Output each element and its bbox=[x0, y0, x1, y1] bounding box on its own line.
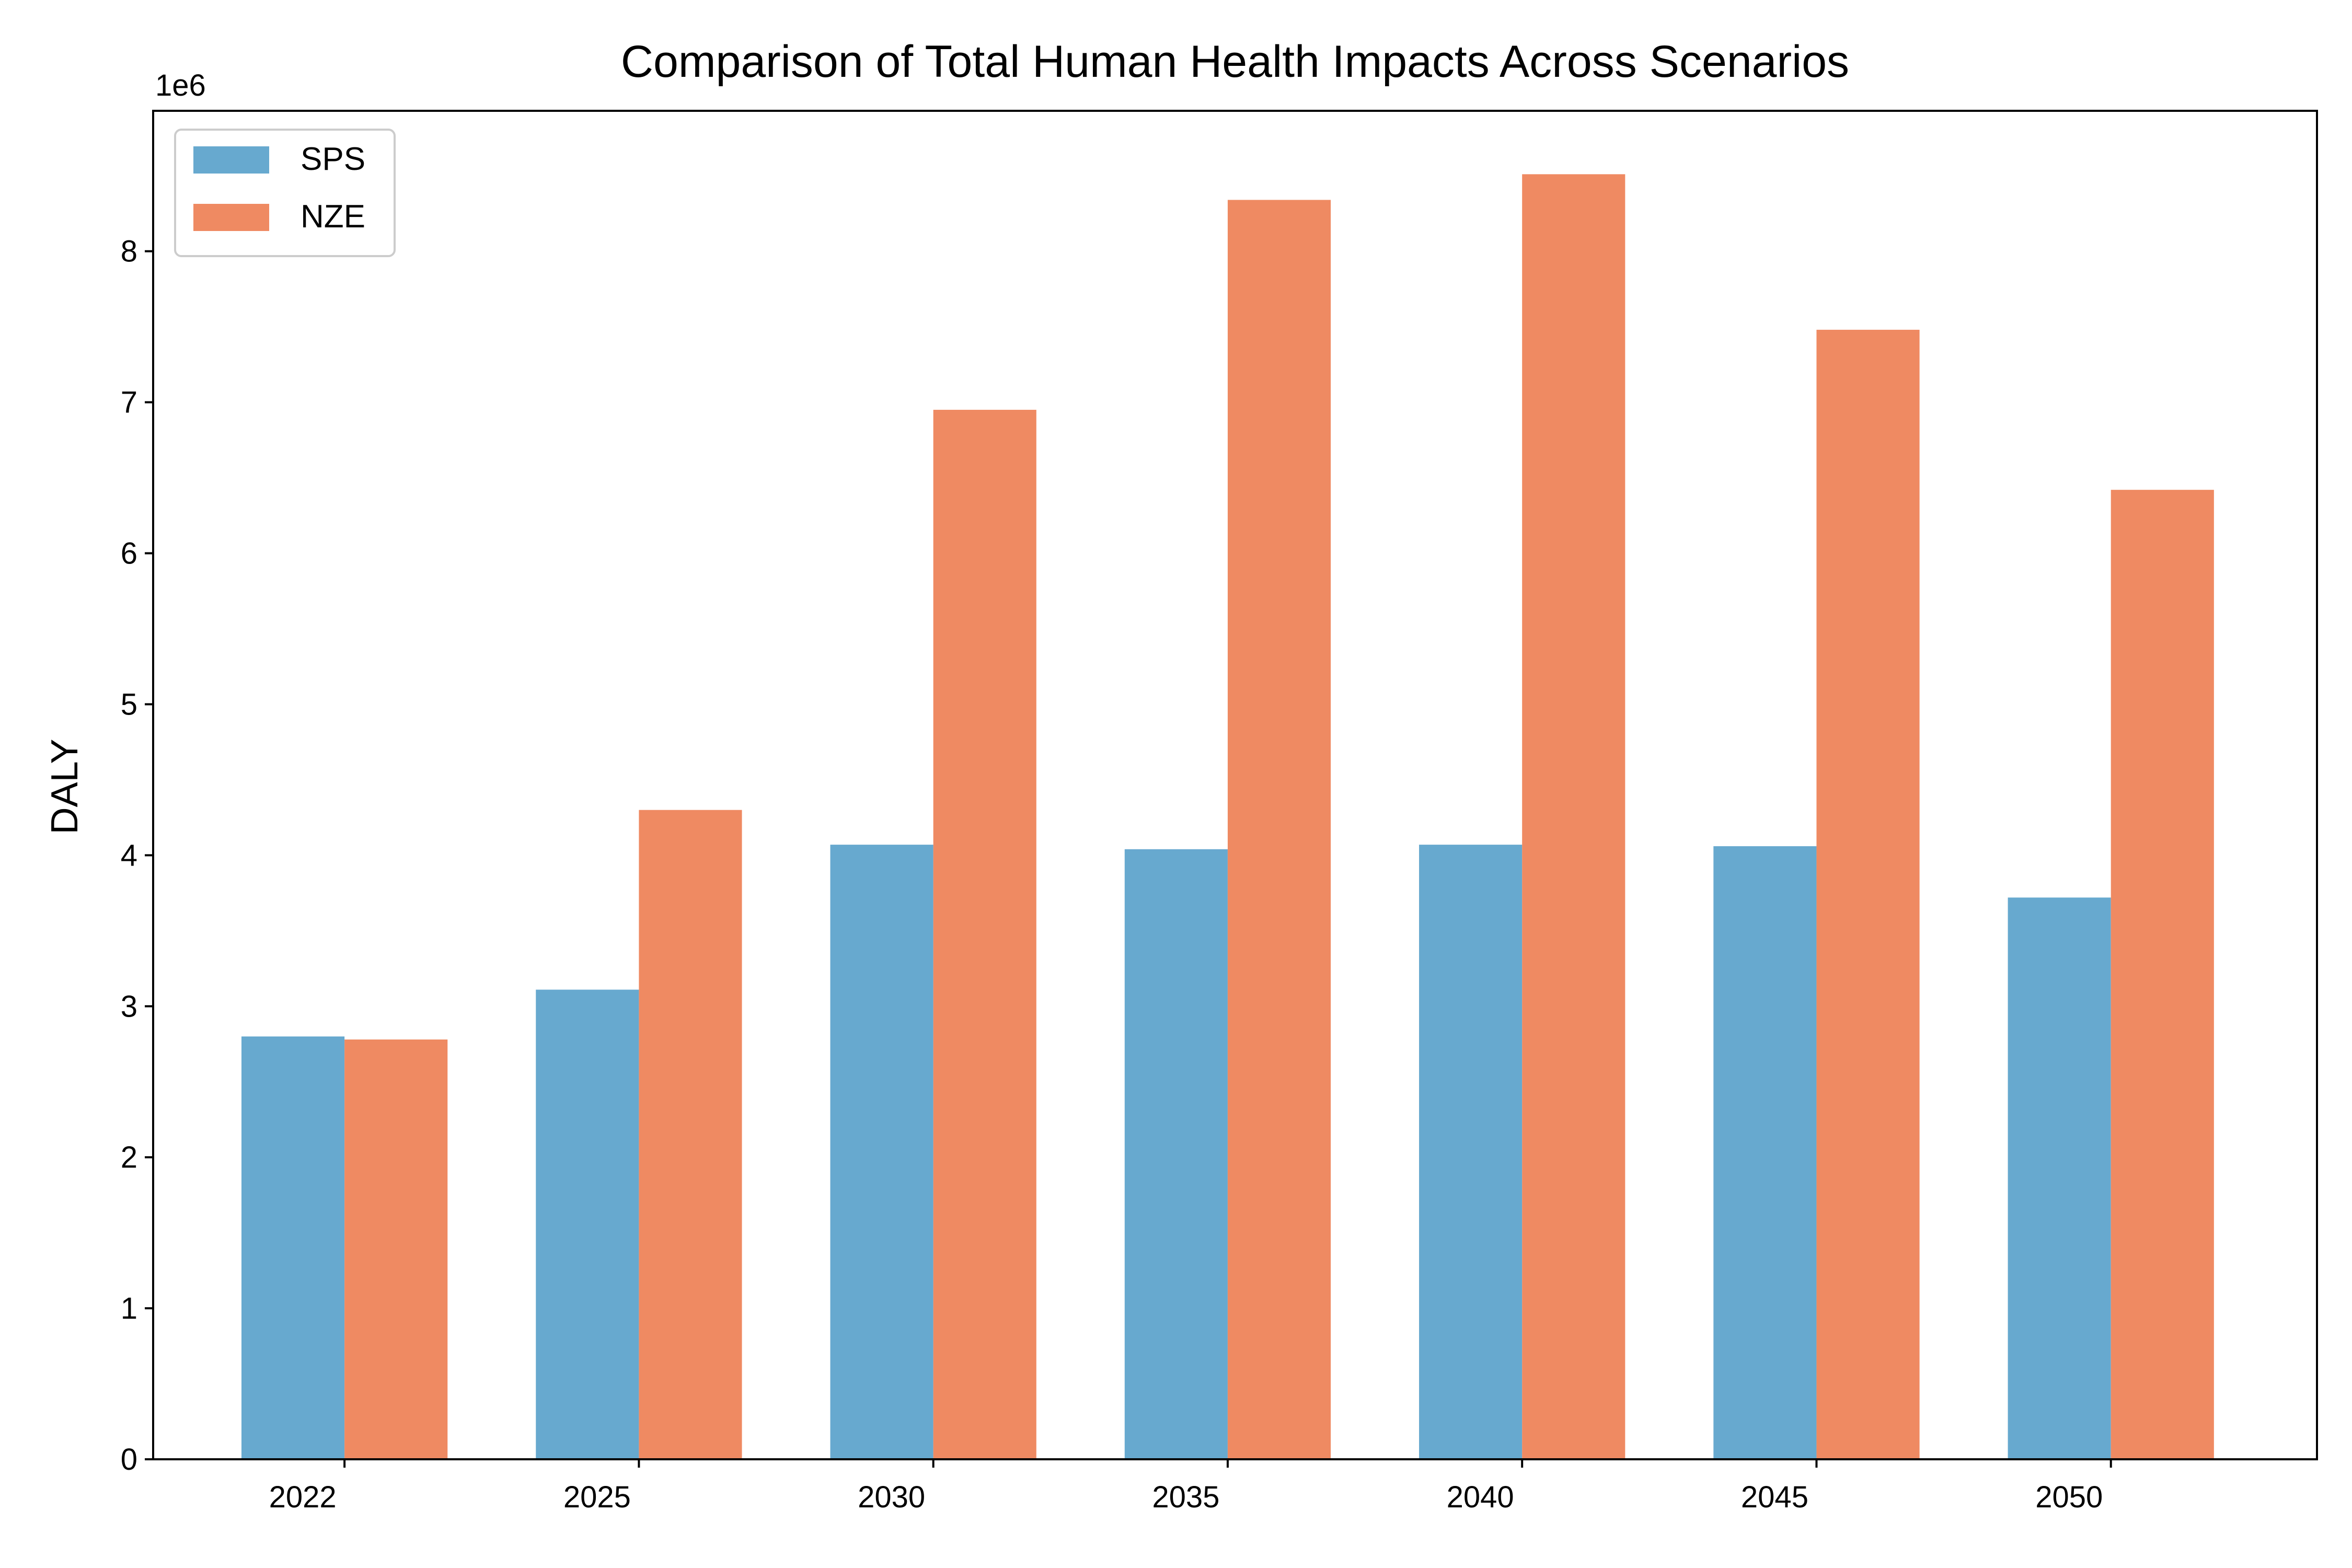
x-tick-label: 2030 bbox=[858, 1480, 925, 1514]
x-axis-ticks: 2022 2025 2030 2035 2040 2045 2050 bbox=[269, 1459, 2112, 1514]
bar-nze-2030 bbox=[933, 410, 1036, 1459]
bar-sps-2025 bbox=[536, 989, 639, 1459]
bar-nze-2022 bbox=[344, 1039, 448, 1459]
bar-sps-2050 bbox=[2008, 897, 2111, 1459]
y-tick-label: 0 bbox=[121, 1443, 137, 1477]
bar-sps-2045 bbox=[1713, 846, 1817, 1459]
legend-swatch-sps bbox=[193, 146, 269, 174]
y-tick-label: 1 bbox=[121, 1292, 137, 1325]
y-tick-label: 8 bbox=[121, 235, 137, 269]
x-tick-label: 2040 bbox=[1447, 1480, 1514, 1514]
x-tick-label: 2050 bbox=[2035, 1480, 2103, 1514]
y-tick-label: 2 bbox=[121, 1140, 137, 1174]
y-axis-offset-label: 1e6 bbox=[155, 68, 206, 102]
plot-frame bbox=[152, 110, 2318, 1460]
legend: SPS NZE bbox=[174, 129, 396, 257]
legend-swatch-nze bbox=[193, 204, 269, 231]
legend-label-nze: NZE bbox=[301, 199, 365, 235]
x-tick-label: 2022 bbox=[269, 1480, 337, 1514]
chart-title: Comparison of Total Human Health Impacts… bbox=[621, 37, 1849, 87]
bar-sps-2030 bbox=[830, 845, 933, 1459]
bars-group bbox=[241, 174, 2214, 1460]
bar-nze-2040 bbox=[1522, 174, 1625, 1460]
y-axis-ticks: 0 1 2 3 4 5 6 7 8 bbox=[121, 235, 153, 1477]
y-tick-label: 6 bbox=[121, 537, 137, 571]
x-tick-label: 2025 bbox=[563, 1480, 631, 1514]
x-tick-label: 2045 bbox=[1741, 1480, 1808, 1514]
bar-nze-2045 bbox=[1816, 329, 1920, 1459]
bar-sps-2035 bbox=[1124, 849, 1228, 1459]
bar-sps-2040 bbox=[1419, 845, 1523, 1459]
bar-nze-2050 bbox=[2111, 490, 2214, 1459]
x-tick-label: 2035 bbox=[1152, 1480, 1219, 1514]
bar-nze-2035 bbox=[1227, 200, 1331, 1459]
bar-nze-2025 bbox=[639, 810, 742, 1459]
y-tick-label: 3 bbox=[121, 989, 137, 1023]
y-tick-label: 5 bbox=[121, 687, 137, 721]
y-tick-label: 7 bbox=[121, 386, 137, 420]
bar-sps-2022 bbox=[241, 1036, 345, 1459]
y-tick-label: 4 bbox=[121, 838, 137, 872]
legend-label-sps: SPS bbox=[301, 141, 365, 177]
y-axis-label: DALY bbox=[44, 739, 86, 835]
